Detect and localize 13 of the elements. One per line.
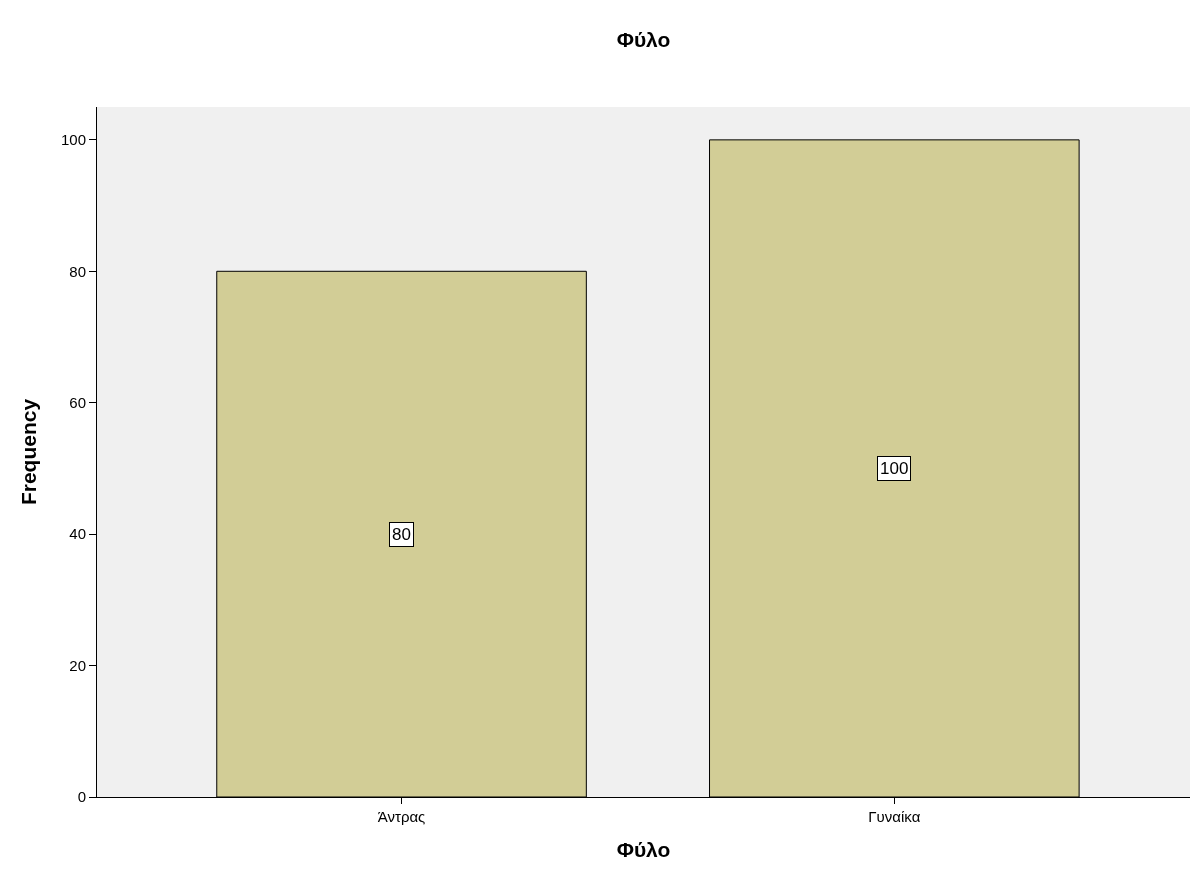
y-axis-title: Frequency bbox=[17, 398, 41, 506]
chart-title: Φύλο bbox=[616, 28, 671, 52]
y-tick-label: 40 bbox=[69, 525, 86, 543]
x-tick-label: Άντρας bbox=[377, 808, 426, 825]
y-tick-label: 100 bbox=[60, 131, 86, 149]
y-tick-label: 0 bbox=[77, 788, 86, 806]
y-tick-label: 80 bbox=[69, 262, 86, 280]
data-label: 80 bbox=[392, 525, 411, 544]
x-tick-label: Γυναίκα bbox=[868, 808, 921, 825]
y-tick-label: 20 bbox=[69, 656, 86, 674]
x-axis-title: Φύλο bbox=[616, 838, 671, 862]
data-label: 100 bbox=[880, 459, 909, 478]
y-tick-label: 60 bbox=[69, 393, 86, 411]
